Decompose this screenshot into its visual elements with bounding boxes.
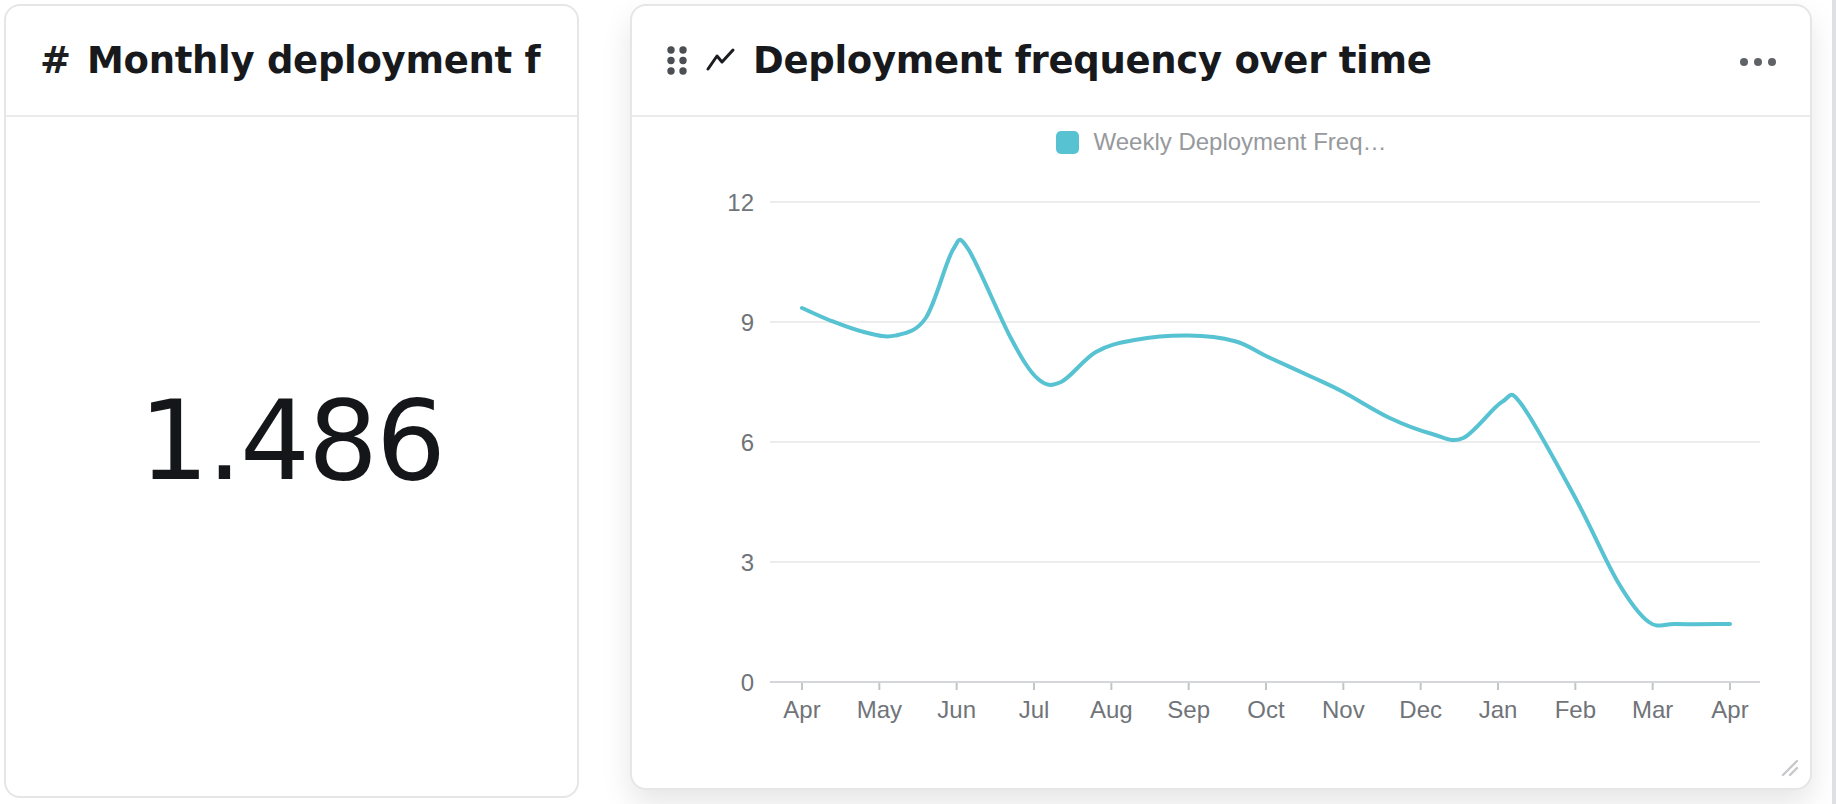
metric-card-header: # Monthly deployment frequen… xyxy=(6,6,577,117)
svg-text:Oct: Oct xyxy=(1247,696,1285,723)
svg-text:Mar: Mar xyxy=(1632,696,1673,723)
metric-card-body: 1.486 xyxy=(6,117,577,796)
resize-handle-icon[interactable] xyxy=(1778,756,1800,782)
svg-text:Aug: Aug xyxy=(1090,696,1133,723)
metric-value: 1.486 xyxy=(139,377,444,505)
svg-text:Jun: Jun xyxy=(937,696,976,723)
svg-text:Feb: Feb xyxy=(1555,696,1596,723)
svg-text:Apr: Apr xyxy=(783,696,820,723)
svg-text:12: 12 xyxy=(727,189,754,216)
svg-text:9: 9 xyxy=(741,309,754,336)
svg-text:Apr: Apr xyxy=(1711,696,1748,723)
svg-text:Sep: Sep xyxy=(1167,696,1210,723)
metric-card-title: Monthly deployment frequen… xyxy=(87,39,543,82)
svg-text:0: 0 xyxy=(741,669,754,696)
svg-text:Nov: Nov xyxy=(1322,696,1365,723)
number-field-icon: # xyxy=(40,39,71,82)
svg-text:May: May xyxy=(857,696,902,723)
svg-text:3: 3 xyxy=(741,549,754,576)
svg-text:Jan: Jan xyxy=(1479,696,1518,723)
metric-card: # Monthly deployment frequen… 1.486 xyxy=(4,4,579,798)
chart-plot-area[interactable]: 0 3 6 9 12 Apr May Jun Jul Aug Sep Oct Nov Dec Jan Feb M… xyxy=(632,6,1814,792)
scrollbar[interactable] xyxy=(1832,0,1836,804)
chart-card: Deployment frequency over time Weekly De… xyxy=(630,4,1812,790)
svg-text:6: 6 xyxy=(741,429,754,456)
svg-text:Dec: Dec xyxy=(1399,696,1442,723)
svg-text:Jul: Jul xyxy=(1019,696,1050,723)
